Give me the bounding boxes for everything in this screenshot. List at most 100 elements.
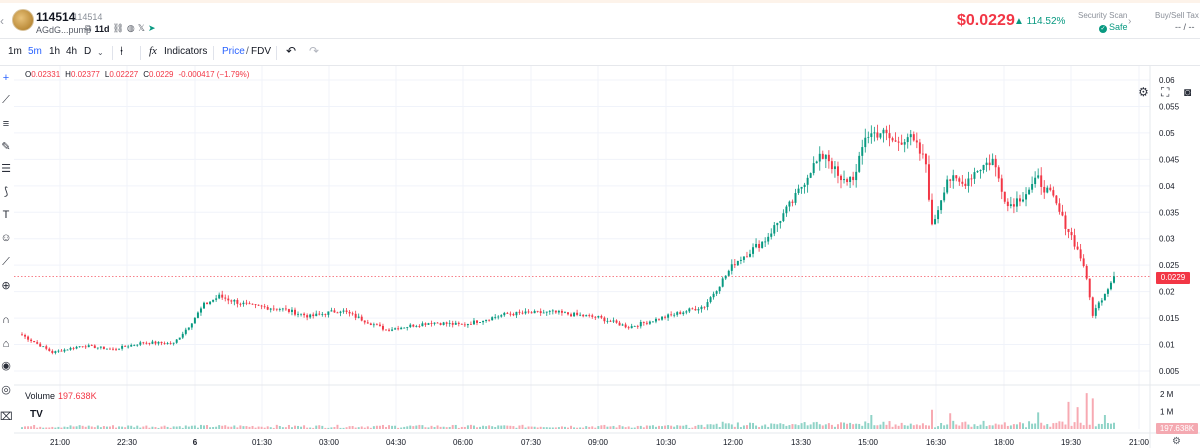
volume-bar <box>96 425 99 429</box>
x-tick-label: 09:00 <box>588 438 609 447</box>
candle-body <box>57 350 60 352</box>
volume-bar <box>791 424 794 429</box>
volume-bar <box>946 424 949 429</box>
settings-icon[interactable]: ⚙ <box>1138 85 1149 99</box>
volume-bar <box>457 427 460 429</box>
volume-bar <box>466 425 469 429</box>
interval-1m[interactable]: 1m <box>8 46 22 57</box>
candle-body <box>112 348 114 350</box>
candle-body <box>330 310 333 312</box>
candle-body <box>921 153 924 155</box>
candle-body <box>463 324 466 326</box>
candle-body <box>75 346 78 349</box>
x-icon[interactable]: 𝕏 <box>137 23 146 33</box>
chevron-right-icon[interactable]: › <box>1128 16 1132 27</box>
volume-bar <box>861 425 864 429</box>
interval-d[interactable]: D <box>84 46 92 57</box>
volume-bar <box>236 427 239 429</box>
token-address[interactable]: AGdG...pump <box>36 25 92 35</box>
candle-body <box>654 318 657 322</box>
gann-icon[interactable]: ☰ <box>1 163 11 175</box>
volume-bar <box>770 423 773 429</box>
tradingview-logo[interactable]: TV <box>30 409 43 420</box>
volume-bar <box>36 427 39 429</box>
candle-body <box>782 213 785 222</box>
brush-icon[interactable]: ✎ <box>1 141 11 153</box>
interval-5m[interactable]: 5m <box>28 46 42 57</box>
indicators-icon[interactable]: fx <box>149 45 157 57</box>
indicators-button[interactable]: Indicators <box>164 46 208 57</box>
fdv-toggle[interactable]: FDV <box>251 46 271 57</box>
candle-body <box>366 322 369 324</box>
x-tick-label: 22:30 <box>117 438 138 447</box>
volume-bar <box>809 424 812 429</box>
candle-body <box>278 309 281 310</box>
volume-bar <box>654 426 657 429</box>
price-toggle[interactable]: Price <box>222 46 245 57</box>
trash-icon[interactable]: ⌧ <box>0 411 13 423</box>
candle-body <box>618 322 621 326</box>
volume-bar <box>433 427 436 429</box>
emoji-icon[interactable]: ☺ <box>0 232 12 244</box>
volume-bar <box>281 427 284 429</box>
volume-bar <box>982 420 985 429</box>
volume-bar <box>21 427 23 429</box>
chevron-down-icon[interactable]: ⌄ <box>97 48 104 57</box>
volume-bar <box>102 426 105 429</box>
candle-body <box>479 322 482 323</box>
candle-body <box>1109 282 1112 290</box>
candle-body <box>491 317 494 321</box>
candle-body <box>287 309 290 312</box>
telegram-icon[interactable]: ➤ <box>148 23 156 33</box>
eye-icon[interactable]: ◉ <box>1 360 11 372</box>
undo-icon[interactable]: ↶ <box>286 44 297 58</box>
lock-icon[interactable]: ⌂ <box>2 338 10 350</box>
globe-icon[interactable]: ◍ <box>126 23 135 33</box>
candle-body <box>108 348 111 350</box>
candle-body <box>36 342 39 344</box>
fib-icon[interactable]: ≡ <box>2 118 10 130</box>
redo-icon[interactable]: ↷ <box>309 44 320 58</box>
copy-icon[interactable]: ⧉ <box>85 23 92 33</box>
magnet-icon[interactable]: ∩ <box>2 314 10 326</box>
axis-settings-icon[interactable]: ⚙ <box>1172 436 1181 447</box>
candle-body <box>385 329 387 331</box>
price-chart[interactable]: 0.06 0.055 0.05 0.045 0.04 0.035 0.03 0.025 0.02… <box>0 66 1200 448</box>
visibility-icon[interactable]: ◎ <box>1 384 11 396</box>
candle-body <box>670 314 673 316</box>
volume-bar <box>852 424 855 429</box>
interval-4h[interactable]: 4h <box>66 46 78 57</box>
volume-bar <box>836 424 839 429</box>
text-icon[interactable]: T <box>2 209 10 221</box>
candle-body <box>542 312 545 314</box>
candle-body <box>142 342 145 344</box>
trendline-icon[interactable]: ⟋ <box>2 94 10 106</box>
candle-type-icon[interactable]: ⍿ <box>120 44 124 58</box>
pattern-icon[interactable]: ⟆ <box>3 186 9 198</box>
link-icon[interactable]: ⛓ <box>112 23 124 33</box>
ruler-icon[interactable]: ⟋ <box>2 256 10 268</box>
camera-icon[interactable]: ◙ <box>1184 85 1192 99</box>
volume-bar <box>169 427 172 429</box>
candle-body <box>54 351 57 353</box>
zoom-in-icon[interactable]: ⊕ <box>1 280 11 292</box>
candle-body <box>375 324 378 326</box>
candle-body <box>952 175 955 181</box>
volume-bar <box>700 424 703 429</box>
candle-body <box>888 133 891 139</box>
candle-body <box>433 322 436 324</box>
candle-body <box>1070 232 1073 236</box>
crosshair-icon[interactable]: + <box>2 72 10 84</box>
chevron-left-icon[interactable]: ‹ <box>0 14 4 28</box>
security-scan-label[interactable]: Security Scan <box>1078 11 1128 20</box>
candle-body <box>1073 235 1076 247</box>
security-status[interactable]: ✓ Safe <box>1099 22 1128 33</box>
volume-bar <box>187 426 190 429</box>
interval-1h[interactable]: 1h <box>49 46 61 57</box>
volume-bar <box>806 425 809 429</box>
candle-body <box>184 329 187 334</box>
volume-bar <box>476 427 478 429</box>
fullscreen-icon[interactable]: ⛶ <box>1161 85 1170 99</box>
volume-bar <box>873 425 876 429</box>
volume-bar <box>354 427 357 429</box>
